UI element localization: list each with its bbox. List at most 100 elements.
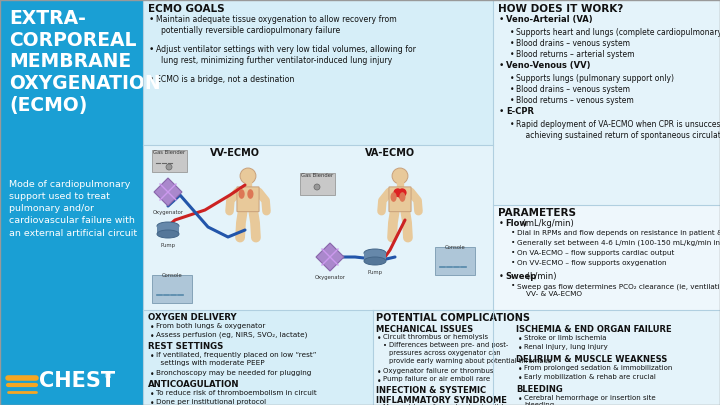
Text: ECMO GOALS: ECMO GOALS	[148, 4, 225, 14]
Text: •: •	[377, 377, 382, 386]
Text: •: •	[377, 334, 382, 343]
Text: Oxygenator failure or thrombus: Oxygenator failure or thrombus	[383, 368, 493, 374]
Text: •: •	[150, 323, 155, 332]
Text: •: •	[518, 335, 523, 344]
Bar	[152, 275, 192, 303]
Text: Rapid deployment of VA-ECMO when CPR is unsuccessful in
    achieving sustained : Rapid deployment of VA-ECMO when CPR is …	[516, 120, 720, 140]
Text: May not have fever due to circuit temp
regulation: May not have fever due to circuit temp r…	[383, 404, 520, 405]
Text: Blood returns – venous system: Blood returns – venous system	[516, 96, 634, 105]
Text: Console: Console	[161, 273, 182, 278]
Text: Pump failure or air emboli rare: Pump failure or air emboli rare	[383, 377, 490, 382]
Text: Mode of cardiopulmonary
support used to treat
pulmonary and/or
cardiovascular fa: Mode of cardiopulmonary support used to …	[9, 180, 137, 238]
Text: Blood drains – venous system: Blood drains – venous system	[516, 39, 630, 48]
Text: •: •	[499, 15, 505, 24]
Text: Supports heart and lungs (complete cardiopulmonary support): Supports heart and lungs (complete cardi…	[516, 28, 720, 37]
Text: •: •	[150, 399, 155, 405]
Text: ®: ®	[104, 372, 112, 381]
Bar	[493, 205, 720, 310]
Text: •: •	[499, 219, 504, 228]
Text: CHEST: CHEST	[39, 371, 115, 391]
Text: EXTRA-
CORPOREAL
MEMBRANE
OXYGENATION
(ECMO): EXTRA- CORPOREAL MEMBRANE OXYGENATION (E…	[9, 9, 161, 115]
Circle shape	[397, 188, 407, 197]
Text: •: •	[511, 260, 516, 266]
Text: •: •	[499, 107, 505, 116]
Text: DELIRIUM & MUSCLE WEAKNESS: DELIRIUM & MUSCLE WEAKNESS	[516, 355, 667, 364]
Text: •: •	[510, 85, 515, 94]
Text: If ventilated, frequently placed on low “rest”
  settings with moderate PEEP: If ventilated, frequently placed on low …	[156, 352, 317, 365]
Ellipse shape	[248, 189, 253, 199]
Ellipse shape	[400, 192, 405, 202]
Bar	[152, 150, 187, 172]
Text: •: •	[511, 240, 516, 246]
Text: From prolonged sedation & immobilization: From prolonged sedation & immobilization	[524, 365, 672, 371]
Text: PARAMETERS: PARAMETERS	[498, 208, 576, 218]
Text: To reduce risk of thromboembolism in circuit: To reduce risk of thromboembolism in cir…	[156, 390, 317, 396]
Text: REST SETTINGS: REST SETTINGS	[148, 342, 223, 351]
Ellipse shape	[157, 222, 179, 230]
Text: Veno-Arterial (VA): Veno-Arterial (VA)	[506, 15, 593, 24]
Ellipse shape	[390, 192, 397, 202]
Text: •: •	[150, 390, 155, 399]
Text: •: •	[377, 368, 382, 377]
Text: E-CPR: E-CPR	[506, 107, 534, 116]
Text: INFECTION & SYSTEMIC
INFLAMMATORY SYNDROME: INFECTION & SYSTEMIC INFLAMMATORY SYNDRO…	[376, 386, 507, 405]
Circle shape	[240, 168, 256, 184]
Text: •: •	[511, 230, 516, 236]
Text: Dial in RPMs and flow depends on resistance in patient & circuit: Dial in RPMs and flow depends on resista…	[517, 230, 720, 236]
Text: Gas Blender: Gas Blender	[153, 150, 185, 155]
Text: BLEEDING: BLEEDING	[516, 385, 563, 394]
Ellipse shape	[157, 230, 179, 238]
Circle shape	[166, 164, 172, 170]
Bar	[364, 253, 386, 261]
Bar	[143, 145, 493, 310]
Text: Supports lungs (pulmonary support only): Supports lungs (pulmonary support only)	[516, 74, 674, 83]
Text: ECMO is a bridge, not a destination: ECMO is a bridge, not a destination	[156, 75, 294, 84]
Text: OXYGEN DELIVERY: OXYGEN DELIVERY	[148, 313, 237, 322]
Text: •: •	[377, 404, 382, 405]
Text: Generally set between 4-6 L/min (100-150 mL/kg/min in children): Generally set between 4-6 L/min (100-150…	[517, 240, 720, 247]
Ellipse shape	[364, 257, 386, 265]
Text: Pump: Pump	[161, 243, 176, 248]
Polygon shape	[154, 178, 182, 206]
Text: MECHANICAL ISSUES: MECHANICAL ISSUES	[376, 325, 473, 334]
Text: (mL/kg/min): (mL/kg/min)	[521, 219, 574, 228]
Text: •: •	[499, 272, 504, 281]
Bar	[143, 310, 373, 405]
Bar	[373, 310, 720, 405]
Text: ANTICOAGULATION: ANTICOAGULATION	[148, 380, 240, 389]
Text: Oxygenator: Oxygenator	[153, 210, 184, 215]
Text: Renal injury, lung injury: Renal injury, lung injury	[524, 344, 608, 350]
Text: •: •	[499, 61, 505, 70]
Text: Oxygenator: Oxygenator	[315, 275, 346, 280]
Text: Bronchoscopy may be needed for plugging: Bronchoscopy may be needed for plugging	[156, 370, 311, 376]
Text: Blood drains – venous system: Blood drains – venous system	[516, 85, 630, 94]
Bar	[435, 247, 475, 275]
Text: •: •	[518, 395, 523, 404]
Circle shape	[392, 168, 408, 184]
Text: Early mobilization & rehab are crucial: Early mobilization & rehab are crucial	[524, 374, 656, 380]
Text: Blood returns – arterial system: Blood returns – arterial system	[516, 50, 634, 59]
Text: •: •	[383, 343, 387, 348]
Text: On VA-ECMO – flow supports cardiac output: On VA-ECMO – flow supports cardiac outpu…	[517, 250, 675, 256]
Bar	[493, 0, 720, 205]
Text: Console: Console	[445, 245, 465, 250]
Ellipse shape	[238, 189, 245, 199]
Text: •: •	[149, 45, 154, 54]
Text: Circuit thrombus or hemolysis: Circuit thrombus or hemolysis	[383, 334, 488, 340]
Circle shape	[314, 184, 320, 190]
Bar	[300, 173, 335, 195]
Text: HOW DOES IT WORK?: HOW DOES IT WORK?	[498, 4, 624, 14]
Text: Veno-Venous (VV): Veno-Venous (VV)	[506, 61, 590, 70]
Bar	[143, 0, 493, 145]
Circle shape	[393, 188, 402, 197]
Text: Pump: Pump	[367, 270, 382, 275]
Text: •: •	[149, 15, 154, 24]
Text: •: •	[510, 39, 515, 48]
Text: Done per institutional protocol: Done per institutional protocol	[156, 399, 266, 405]
Ellipse shape	[364, 249, 386, 257]
Text: VV-ECMO: VV-ECMO	[210, 148, 260, 158]
Polygon shape	[316, 243, 344, 271]
Text: (L/min): (L/min)	[524, 272, 557, 281]
Bar	[157, 226, 179, 234]
Text: •: •	[510, 74, 515, 83]
